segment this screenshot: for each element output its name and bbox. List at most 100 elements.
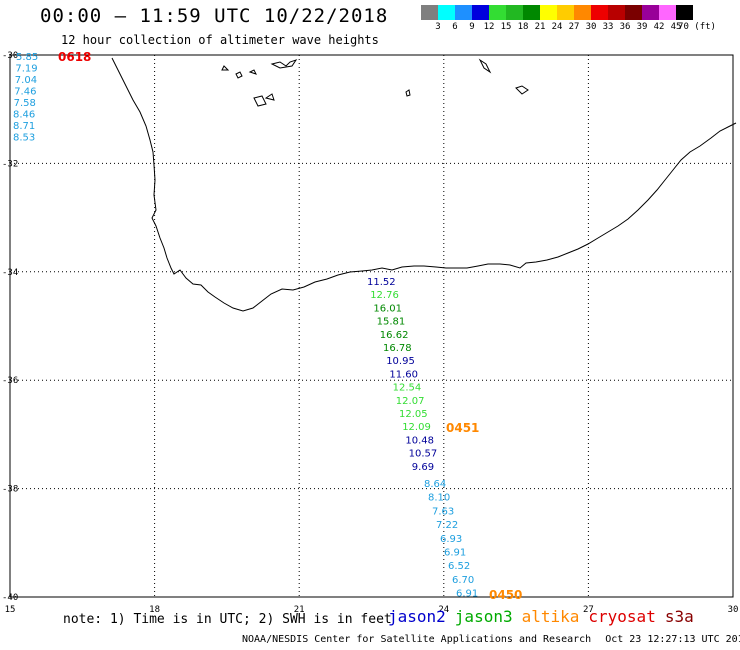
wave-height-label: 10.95 <box>386 356 415 367</box>
color-scale-tick: 30 <box>585 22 597 32</box>
color-swatch <box>608 5 625 20</box>
lon-tick-label: 18 <box>149 605 160 615</box>
color-scale-tick: 33 <box>602 22 614 32</box>
page-title: 00:00 – 11:59 UTC 10/22/2018 <box>40 5 389 27</box>
pass-time-label: 0450 <box>489 588 522 602</box>
wave-height-label: 7.46 <box>14 87 36 98</box>
axis-tick-labels: 15 18 21 24 27 30 -30 -32 -34 -36 -38 -40 <box>2 51 738 615</box>
lon-tick-label: 27 <box>583 605 594 615</box>
color-scale-tick: 18 <box>517 22 529 32</box>
wave-height-label: 12.05 <box>399 409 428 420</box>
color-swatch <box>506 5 523 20</box>
south-africa-coastline <box>111 57 737 312</box>
wave-height-label: 8.71 <box>13 121 35 132</box>
lat-tick-label: -34 <box>2 268 18 278</box>
wave-height-label: 7.63 <box>432 506 454 517</box>
altimeter-passes: 5.857.197.047.467.588.468.718.53 0618 11.5… <box>13 50 522 602</box>
wave-height-label: 10.48 <box>405 435 434 446</box>
color-scale-tick: 36 <box>619 22 631 32</box>
color-scale-tick: 70 (ft) <box>678 22 716 32</box>
color-scale-tick: 27 <box>568 22 580 32</box>
color-swatch <box>574 5 591 20</box>
map-frame <box>9 54 734 598</box>
color-swatch <box>676 5 693 20</box>
wave-height-label: 8.53 <box>13 133 35 144</box>
color-swatch <box>625 5 642 20</box>
units-note: note: 1) Time is in UTC; 2) SWH is in fe… <box>63 612 392 627</box>
legend-item-cryosat: cryosat <box>588 607 656 626</box>
color-scale-ticks: 3 6 9 12 15 18 21 24 27 30 33 36 39 42 45 70 (ft) <box>421 22 740 34</box>
footer: NOAA/NESDIS Center for Satellite Applica… <box>242 634 740 645</box>
color-scale-tick: 24 <box>551 22 563 32</box>
color-swatch <box>642 5 659 20</box>
lat-tick-label: -38 <box>2 485 18 495</box>
legend-item-jason2: jason2 <box>388 607 446 626</box>
wave-height-label: 7.22 <box>436 520 458 531</box>
lon-tick-label: 21 <box>294 605 305 615</box>
color-scale-tick: 6 <box>452 22 458 32</box>
color-scale-tick: 15 <box>500 22 512 32</box>
lat-tick-label: -36 <box>2 376 18 386</box>
lon-tick-label: 15 <box>5 605 16 615</box>
footer-timestamp: Oct 23 12:27:13 UTC 2018 <box>605 634 740 645</box>
wave-height-label: 9.69 <box>412 462 434 473</box>
wave-height-label: 6.91 <box>456 589 478 600</box>
color-swatch <box>421 5 438 20</box>
coastline <box>111 57 737 312</box>
wave-height-label: 7.58 <box>14 98 36 109</box>
color-swatch <box>455 5 472 20</box>
wave-height-label: 16.01 <box>373 303 402 314</box>
color-swatch <box>523 5 540 20</box>
lat-lon-grid <box>9 54 734 598</box>
lat-tick-label: -40 <box>2 593 18 603</box>
color-scale-bar <box>421 5 693 20</box>
color-scale-tick: 42 <box>653 22 665 32</box>
lat-tick-label: -32 <box>2 159 18 169</box>
pass-time-label: 0618 <box>58 50 91 64</box>
legend-item-s3a: s3a <box>664 607 694 626</box>
wave-height-label: 8.64 <box>424 479 446 490</box>
wave-height-label: 12.07 <box>396 396 425 407</box>
wave-height-label: 12.54 <box>393 383 422 394</box>
wave-height-label: 6.91 <box>444 548 466 559</box>
page-subtitle: 12 hour collection of altimeter wave hei… <box>61 33 379 47</box>
wave-height-label: 10.57 <box>409 449 438 460</box>
color-scale-tick: 21 <box>534 22 546 32</box>
legend-item-jason3: jason3 <box>454 607 513 626</box>
wave-height-label: 16.78 <box>383 343 412 354</box>
wave-height-label: 8.10 <box>428 493 450 504</box>
satellite-legend: jason2 jason3 altika cryosat s3a <box>388 607 703 626</box>
lat-tick-label: -30 <box>2 51 18 61</box>
legend-item-altika: altika <box>521 607 580 626</box>
wave-height-label: 5.85 <box>16 52 38 63</box>
color-swatch <box>438 5 455 20</box>
color-swatch <box>489 5 506 20</box>
color-scale-tick: 9 <box>469 22 475 32</box>
color-scale-tick: 12 <box>483 22 495 32</box>
wave-height-label: 15.81 <box>377 317 406 328</box>
wave-height-label: 7.04 <box>15 75 37 86</box>
footer-credit: NOAA/NESDIS Center for Satellite Applica… <box>242 634 592 645</box>
wave-height-label: 7.19 <box>15 64 37 75</box>
wave-height-label: 12.09 <box>402 422 431 433</box>
color-scale-tick: 3 <box>435 22 441 32</box>
wave-height-label: 6.70 <box>452 575 474 586</box>
wave-height-label: 12.76 <box>370 290 399 301</box>
pass-time-label: 0451 <box>446 421 479 435</box>
wave-height-label: 8.46 <box>13 110 35 121</box>
wave-height-label: 16.62 <box>380 330 409 341</box>
lesotho-border <box>221 58 529 107</box>
color-scale-tick: 45 <box>670 22 682 32</box>
color-swatch <box>540 5 557 20</box>
wave-height-label: 11.52 <box>367 277 396 288</box>
lon-tick-label: 24 <box>438 605 449 615</box>
wave-height-label: 6.93 <box>440 534 462 545</box>
color-swatch <box>591 5 608 20</box>
wave-height-label: 6.52 <box>448 561 470 572</box>
color-swatch <box>472 5 489 20</box>
lon-tick-label: 30 <box>728 605 739 615</box>
color-swatch <box>557 5 574 20</box>
wave-height-label: 11.60 <box>389 369 418 380</box>
color-scale-tick: 39 <box>636 22 648 32</box>
